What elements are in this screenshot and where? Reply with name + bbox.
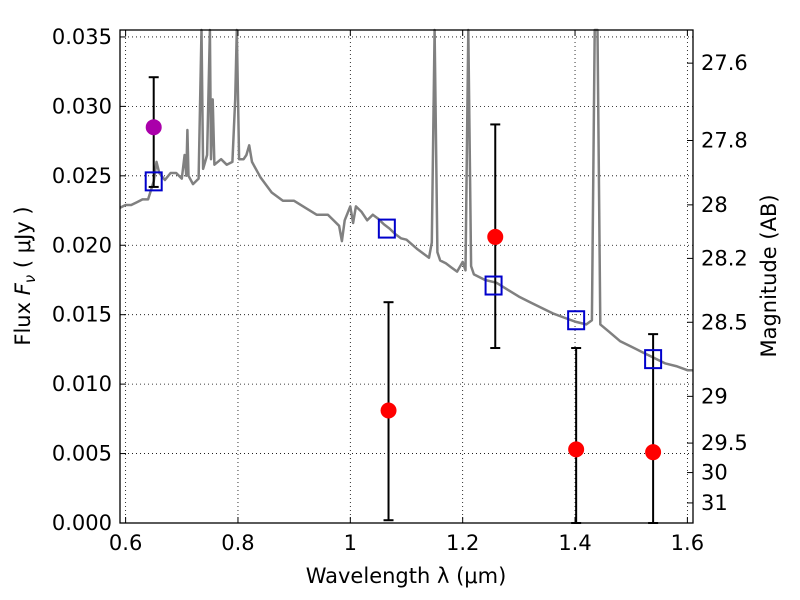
observed-data-point bbox=[487, 228, 504, 245]
model-spectrum-layer bbox=[119, 28, 693, 372]
y-tick-label: 0.035 bbox=[52, 25, 112, 49]
observed-data-point bbox=[380, 402, 397, 419]
x-tick-label: 1 bbox=[344, 531, 357, 555]
y-tick-label: 0.010 bbox=[52, 372, 112, 396]
right-tick-label: 27.6 bbox=[701, 51, 748, 75]
error-bars-layer bbox=[148, 76, 659, 524]
model-photometry-square bbox=[644, 349, 663, 370]
left-y-axis-label: Flux Fν ( μJy ) bbox=[11, 206, 39, 345]
y-tick-label: 0.020 bbox=[52, 233, 112, 257]
right-tick-label: 27.8 bbox=[701, 129, 748, 153]
observed-data-point bbox=[145, 119, 162, 136]
x-axis-label: Wavelength λ (μm) bbox=[306, 564, 507, 588]
model-photometry-square bbox=[377, 218, 396, 239]
right-y-axis-label: Magnitude (AB) bbox=[757, 194, 781, 357]
grid-lines bbox=[120, 30, 693, 524]
y-tick-label: 0.025 bbox=[52, 164, 112, 188]
right-tick-label: 31 bbox=[701, 491, 728, 515]
model-photometry-square bbox=[484, 275, 503, 296]
model-spectrum-line bbox=[119, 28, 693, 372]
observed-data-point bbox=[568, 441, 585, 458]
x-tick-label: 1.4 bbox=[558, 531, 591, 555]
right-tick-label: 29.5 bbox=[701, 431, 748, 455]
plot-frame bbox=[119, 29, 694, 524]
observed-points-layer bbox=[145, 119, 662, 461]
model-photometry-square bbox=[567, 310, 586, 331]
right-tick-label: 29 bbox=[701, 384, 728, 408]
x-tick-label: 1.2 bbox=[446, 531, 479, 555]
model-photometry-layer bbox=[144, 171, 663, 370]
right-tick-label: 28.2 bbox=[701, 246, 748, 270]
x-tick-label: 0.6 bbox=[109, 531, 142, 555]
axis-ticks: 0.6 0.8 1 1.2 1.4 1.6 0.000 0.005 0.010 0.015 0.02… bbox=[52, 25, 748, 555]
right-tick-label: 30 bbox=[701, 461, 728, 485]
y-tick-label: 0.005 bbox=[52, 442, 112, 466]
x-tick-label: 0.8 bbox=[221, 531, 254, 555]
model-photometry-square bbox=[144, 171, 163, 192]
observed-data-point bbox=[645, 444, 662, 461]
x-tick-label: 1.6 bbox=[671, 531, 704, 555]
y-tick-label: 0.000 bbox=[52, 511, 112, 535]
y-tick-label: 0.030 bbox=[52, 94, 112, 118]
right-tick-label: 28.5 bbox=[701, 310, 748, 334]
right-tick-label: 28 bbox=[701, 193, 728, 217]
y-tick-label: 0.015 bbox=[52, 303, 112, 327]
